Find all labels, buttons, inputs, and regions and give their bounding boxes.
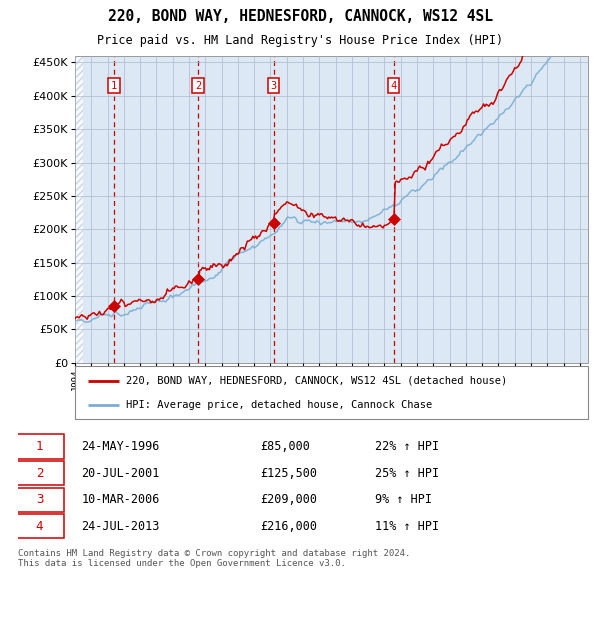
Text: £85,000: £85,000 — [260, 440, 310, 453]
Text: HPI: Average price, detached house, Cannock Chase: HPI: Average price, detached house, Cann… — [127, 401, 433, 410]
FancyBboxPatch shape — [15, 487, 64, 511]
Text: 25% ↑ HPI: 25% ↑ HPI — [375, 467, 439, 479]
Text: 4: 4 — [391, 81, 397, 91]
Text: 1: 1 — [36, 440, 43, 453]
FancyBboxPatch shape — [15, 514, 64, 538]
Text: 2: 2 — [36, 467, 43, 479]
Text: Contains HM Land Registry data © Crown copyright and database right 2024.
This d: Contains HM Land Registry data © Crown c… — [18, 549, 410, 568]
Text: £125,500: £125,500 — [260, 467, 317, 479]
Text: 24-MAY-1996: 24-MAY-1996 — [82, 440, 160, 453]
Text: 24-JUL-2013: 24-JUL-2013 — [82, 520, 160, 533]
Text: 22% ↑ HPI: 22% ↑ HPI — [375, 440, 439, 453]
Text: 2: 2 — [195, 81, 201, 91]
Text: 4: 4 — [36, 520, 43, 533]
Text: 220, BOND WAY, HEDNESFORD, CANNOCK, WS12 4SL (detached house): 220, BOND WAY, HEDNESFORD, CANNOCK, WS12… — [127, 376, 508, 386]
Text: Price paid vs. HM Land Registry's House Price Index (HPI): Price paid vs. HM Land Registry's House … — [97, 34, 503, 47]
Text: 3: 3 — [271, 81, 277, 91]
Text: 1: 1 — [111, 81, 117, 91]
Text: 220, BOND WAY, HEDNESFORD, CANNOCK, WS12 4SL: 220, BOND WAY, HEDNESFORD, CANNOCK, WS12… — [107, 9, 493, 24]
Text: 20-JUL-2001: 20-JUL-2001 — [82, 467, 160, 479]
Text: 11% ↑ HPI: 11% ↑ HPI — [375, 520, 439, 533]
FancyBboxPatch shape — [75, 366, 588, 418]
Text: 3: 3 — [36, 493, 43, 506]
Text: 9% ↑ HPI: 9% ↑ HPI — [375, 493, 432, 506]
Text: £216,000: £216,000 — [260, 520, 317, 533]
Text: £209,000: £209,000 — [260, 493, 317, 506]
FancyBboxPatch shape — [15, 435, 64, 459]
Text: 10-MAR-2006: 10-MAR-2006 — [82, 493, 160, 506]
FancyBboxPatch shape — [15, 461, 64, 485]
